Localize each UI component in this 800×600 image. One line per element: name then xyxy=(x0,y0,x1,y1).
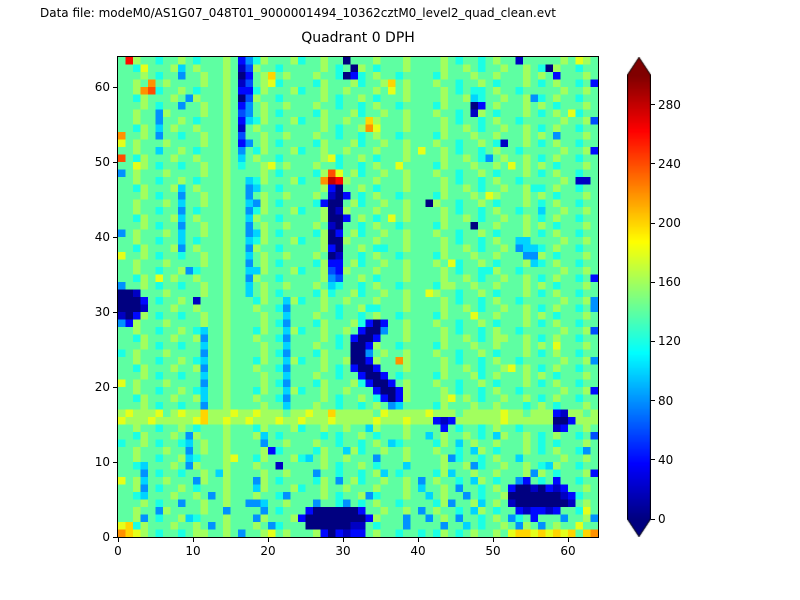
y-tick-label: 60 xyxy=(94,80,110,94)
colorbar-tick-label: 40 xyxy=(658,452,674,467)
colorbar-tick-mark xyxy=(651,400,655,402)
colorbar-tick-label: 280 xyxy=(658,97,681,112)
y-tick-label: 40 xyxy=(94,230,110,244)
y-tick-label: 30 xyxy=(94,305,110,319)
colorbar-tick-label: 0 xyxy=(658,512,666,526)
y-tick-mark xyxy=(113,311,117,313)
colorbar-tick-mark xyxy=(651,340,655,342)
x-tick-label: 20 xyxy=(260,544,276,558)
colorbar xyxy=(627,57,651,537)
x-tick-mark xyxy=(342,538,344,542)
y-tick-label: 10 xyxy=(94,455,110,469)
x-tick-mark xyxy=(567,538,569,542)
y-tick-label: 20 xyxy=(94,380,110,394)
x-tick-mark xyxy=(417,538,419,542)
x-tick-label: 40 xyxy=(410,544,426,558)
x-tick-label: 60 xyxy=(560,544,576,558)
y-tick-mark xyxy=(113,461,117,463)
heatmap-axes xyxy=(117,56,599,538)
y-tick-mark xyxy=(113,161,117,163)
colorbar-tick-mark xyxy=(651,518,655,520)
y-tick-mark xyxy=(113,386,117,388)
colorbar-tick-label: 80 xyxy=(658,393,674,408)
x-tick-mark xyxy=(192,538,194,542)
colorbar-tick-mark xyxy=(651,459,655,461)
colorbar-tick-mark xyxy=(651,281,655,283)
y-tick-mark xyxy=(113,86,117,88)
y-tick-mark xyxy=(113,236,117,238)
x-tick-mark xyxy=(492,538,494,542)
plot-title: Quadrant 0 DPH xyxy=(301,30,415,46)
heatmap-image xyxy=(118,57,598,537)
colorbar-tick-mark xyxy=(651,163,655,165)
y-tick-mark xyxy=(113,536,117,538)
x-tick-label: 10 xyxy=(185,544,201,558)
colorbar-tick-label: 120 xyxy=(658,334,681,349)
colorbar-tick-label: 240 xyxy=(658,156,681,171)
x-tick-label: 30 xyxy=(335,544,351,558)
x-tick-mark xyxy=(117,538,119,542)
colorbar-tick-mark xyxy=(651,104,655,106)
x-tick-label: 50 xyxy=(485,544,501,558)
x-tick-label: 0 xyxy=(114,544,122,558)
x-tick-mark xyxy=(267,538,269,542)
y-tick-label: 0 xyxy=(102,530,110,544)
datafile-label: Data file: modeM0/AS1G07_048T01_90000014… xyxy=(40,6,556,20)
colorbar-tick-label: 160 xyxy=(658,275,681,290)
colorbar-tick-mark xyxy=(651,222,655,224)
colorbar-tick-label: 200 xyxy=(658,216,681,230)
y-tick-label: 50 xyxy=(94,155,110,169)
